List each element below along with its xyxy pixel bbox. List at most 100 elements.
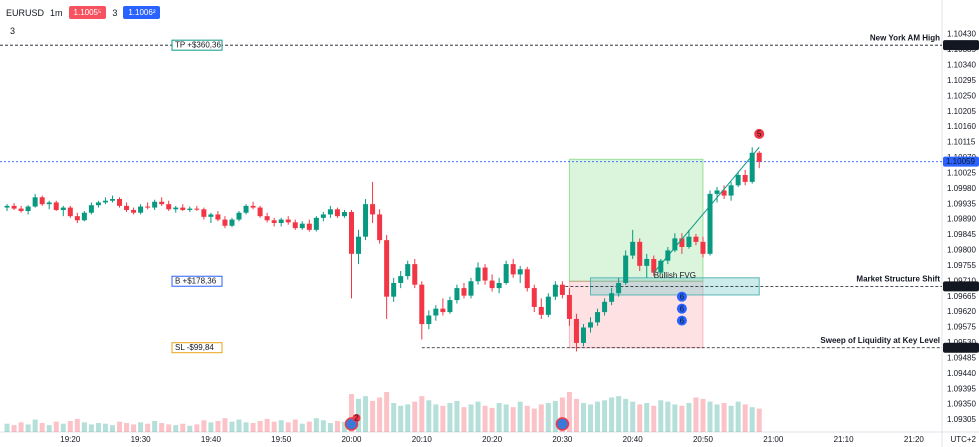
candle-body xyxy=(88,205,94,213)
indicators[interactable]: 3 xyxy=(10,26,16,36)
volume-bar xyxy=(39,423,45,432)
toolbar: EURUSD 1m 1.1005⁵ 3 1.1006² xyxy=(6,6,161,19)
volume-bar xyxy=(609,397,615,432)
interval[interactable]: 1m xyxy=(50,7,63,18)
candle-body xyxy=(327,209,333,215)
x-tick-label: 21:00 xyxy=(763,435,784,444)
y-tick-label: 1.10115 xyxy=(947,138,976,147)
volume-bar xyxy=(53,421,59,432)
candle-body xyxy=(243,205,249,213)
candle-body xyxy=(756,152,762,162)
x-tick-label: 19:40 xyxy=(201,435,222,444)
volume-bar xyxy=(145,423,151,432)
price-tag xyxy=(943,281,979,292)
volume-bar xyxy=(475,401,481,432)
volume-bar xyxy=(131,424,137,432)
volume-bar xyxy=(25,424,31,432)
candle-body xyxy=(152,201,158,208)
candle-body xyxy=(124,205,130,210)
volume-bar xyxy=(602,400,608,432)
volume-bar xyxy=(201,420,207,432)
volume-bar xyxy=(707,401,713,432)
candle-body xyxy=(440,308,446,313)
volume-bar xyxy=(496,403,502,432)
candle-body xyxy=(412,264,418,285)
volume-bar xyxy=(503,404,509,432)
candle-body xyxy=(595,312,601,323)
candle-body xyxy=(348,212,354,254)
volume-bar xyxy=(299,423,305,432)
volume-bar xyxy=(700,398,706,432)
candle-body xyxy=(201,209,207,217)
candle-body xyxy=(714,190,720,194)
x-tick-label: 20:10 xyxy=(412,435,433,444)
event-flag xyxy=(555,417,570,431)
candle-body xyxy=(630,241,636,256)
volume-bar xyxy=(363,396,369,432)
candle-body xyxy=(426,315,432,325)
level-label: New York AM High xyxy=(870,33,940,42)
volume-bar xyxy=(658,400,664,432)
volume-bar xyxy=(468,404,474,432)
candle-body xyxy=(313,217,319,230)
volume-bar xyxy=(545,403,551,432)
price-tag-label: 1.09695 xyxy=(946,281,975,290)
y-tick-label: 1.09305 xyxy=(947,415,976,424)
buy-button[interactable]: 1.1006² xyxy=(123,6,161,19)
candle-body xyxy=(693,236,699,242)
volume-bar xyxy=(686,403,692,432)
candle-body xyxy=(74,216,80,221)
x-tick-label: 20:20 xyxy=(482,435,503,444)
volume-bar xyxy=(651,405,657,432)
volume-bar xyxy=(398,405,404,432)
volume-bar xyxy=(756,408,762,432)
volume-bar xyxy=(433,404,439,432)
position-label: TP +$360,36 xyxy=(171,39,223,51)
volume-bar xyxy=(665,401,671,432)
candle-body xyxy=(67,207,73,217)
volume-bar xyxy=(440,405,446,432)
volume-bar xyxy=(327,423,333,432)
trend-line xyxy=(653,146,760,274)
candle-body xyxy=(468,281,474,296)
volume-bar xyxy=(257,420,263,432)
price-tag xyxy=(943,342,979,353)
y-tick-label: 1.10250 xyxy=(947,91,976,100)
position-text: TP +$360,36 xyxy=(175,40,221,49)
candle-body xyxy=(707,193,713,254)
indicator-count[interactable]: 3 xyxy=(10,26,15,36)
x-tick-label: 20:40 xyxy=(623,435,644,444)
y-tick-label: 1.09890 xyxy=(947,215,976,224)
volume-bar xyxy=(152,420,158,432)
candle-body xyxy=(461,288,467,296)
candle-body xyxy=(102,200,108,203)
candle-body xyxy=(292,222,298,229)
candle-body xyxy=(145,206,151,208)
candle-body xyxy=(721,190,727,196)
position-label: SL -$99,84 xyxy=(171,342,223,354)
label-box xyxy=(171,39,223,51)
y-tick-label: 1.09755 xyxy=(947,261,976,270)
sell-button[interactable]: 1.1005⁵ xyxy=(68,6,107,19)
candle-body xyxy=(53,202,59,210)
marker-label: 6 xyxy=(680,292,685,301)
symbol[interactable]: EURUSD xyxy=(6,7,45,18)
candle-body xyxy=(25,206,31,212)
candle-body xyxy=(538,306,544,315)
volume-bar xyxy=(138,422,144,432)
price-tag-label: 1.09516 xyxy=(946,343,975,352)
volume-bar xyxy=(405,404,411,432)
volume-bar xyxy=(679,405,685,432)
y-tick-label: 1.09845 xyxy=(947,230,976,239)
price-tag xyxy=(943,40,979,51)
candle-body xyxy=(166,204,172,210)
candle-body xyxy=(735,175,741,186)
marker-label: 6 xyxy=(680,316,685,325)
volume-bar xyxy=(728,405,734,432)
marker xyxy=(676,315,687,326)
candle-body xyxy=(391,282,397,297)
position-label: B +$178,36 xyxy=(171,275,223,287)
candle-body xyxy=(236,212,242,220)
candle-body xyxy=(278,219,284,223)
candle-body xyxy=(686,236,692,247)
